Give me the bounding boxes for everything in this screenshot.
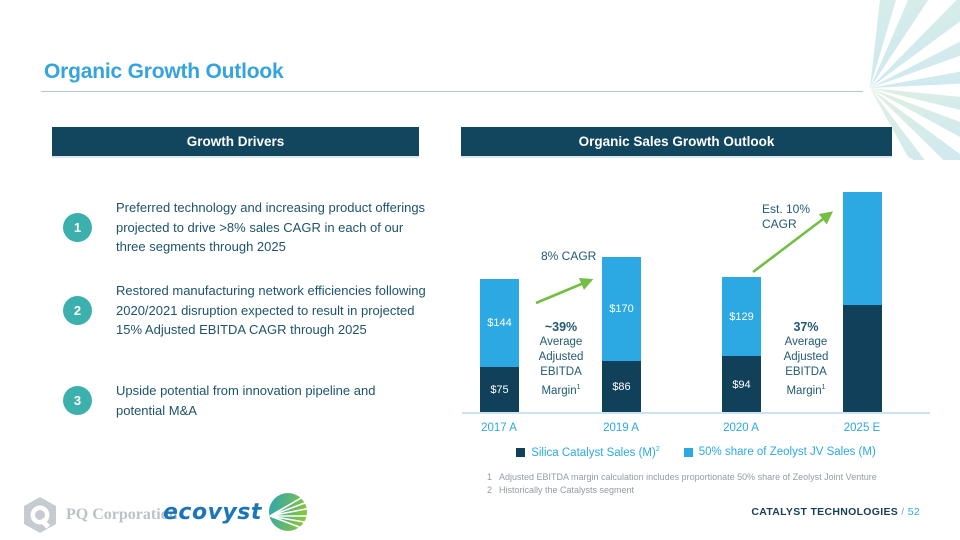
pq-corporation-logo: PQ Corporation: [22, 496, 178, 534]
number-badge-3: 3: [63, 386, 92, 415]
legend-item-zeolyst: 50% share of Zeolyst JV Sales (M): [683, 446, 876, 459]
bar-silica-2019A: [602, 361, 641, 413]
ecovyst-wordmark: ecovyst: [163, 499, 262, 525]
legend-swatch-silica: [516, 447, 526, 457]
margin-note-1-label: Average Adjusted EBITDA Margin1: [538, 336, 584, 397]
number-badge-2: 2: [63, 295, 92, 325]
fan-decoration: [870, 0, 960, 160]
bar-zeolyst-2019A: [602, 257, 641, 361]
bar-value-zeolyst-1: $170: [609, 303, 634, 315]
footnote-1: 1 Adjusted EBITDA margin calculation incl…: [487, 472, 877, 482]
bar-zeolyst-2020A: [722, 277, 761, 356]
growth-drivers-header: Growth Drivers: [52, 127, 419, 156]
bar-silica-2020A: [722, 356, 761, 413]
footer-page-number: 52: [907, 506, 920, 518]
bar-value-silica-0: $75: [490, 384, 509, 396]
bar-value-silica-1: $86: [612, 381, 631, 393]
legend-label-zeolyst: 50% share of Zeolyst JV Sales (M): [698, 446, 876, 459]
sales-outlook-header: Organic Sales Growth Outlook: [461, 127, 892, 156]
growth-driver-item-1: 1 Preferred technology and increasing pr…: [63, 198, 433, 257]
cagr-note-1: 8% CAGR: [541, 249, 597, 263]
bar-value-zeolyst-2: $129: [729, 310, 754, 323]
footer: CATALYST TECHNOLOGIES / 52: [751, 506, 920, 518]
bar-zeolyst-2025E: [843, 192, 882, 305]
ecovyst-globe-icon: [268, 493, 308, 531]
legend-swatch-zeolyst: [683, 447, 693, 457]
pq-hexagon-icon: [24, 497, 56, 533]
growth-driver-text-3: Upside potential from innovation pipelin…: [116, 383, 376, 418]
margin-note-2-label: Average Adjusted EBITDA Margin1: [783, 336, 829, 397]
cagr-arrow-1: [535, 278, 594, 305]
bar-value-silica-2: $94: [732, 378, 751, 391]
x-tick-2019: 2019 A: [603, 422, 639, 434]
cagr-note-2: Est. 10% CAGR: [762, 202, 811, 231]
growth-driver-item-3: 3 Upside potential from innovation pipel…: [63, 381, 433, 420]
growth-driver-item-2: 2 Restored manufacturing network efficie…: [63, 281, 433, 340]
bar-silica-2025E: [843, 305, 882, 413]
footer-divider: /: [901, 506, 905, 518]
bar-value-zeolyst-0: $144: [487, 317, 512, 329]
margin-note-1: ~39% Average Adjusted EBITDA Margin1: [530, 320, 592, 399]
chart-legend: Silica Catalyst Sales (M)2 50% share of …: [462, 446, 930, 459]
margin-note-2: 37% Average Adjusted EBITDA Margin1: [775, 320, 837, 399]
number-badge-1: 1: [63, 212, 92, 242]
margin-note-2-pct: 37%: [793, 320, 819, 334]
x-tick-2025: 2025 E: [843, 422, 881, 434]
x-tick-2017: 2017 A: [481, 422, 517, 434]
legend-label-silica: Silica Catalyst Sales (M)2: [531, 446, 660, 459]
x-axis-line: [462, 412, 930, 414]
bar-zeolyst-2017A: [480, 279, 519, 367]
footnote-2: 2 Historically the Catalysts segment: [487, 485, 635, 495]
growth-driver-text-1: Preferred technology and increasing prod…: [116, 200, 426, 254]
bar-silica-2017A: [480, 367, 519, 413]
page-title: Organic Growth Outlook: [44, 60, 284, 83]
footnotes: 1 Adjusted EBITDA margin calculation incl…: [487, 471, 877, 497]
x-tick-2020: 2020 A: [723, 422, 759, 434]
title-underline: [41, 91, 863, 92]
pq-corporation-wordmark: PQ Corporation: [66, 506, 178, 523]
margin-note-1-pct: ~39%: [544, 320, 578, 334]
growth-driver-text-2: Restored manufacturing network efficienc…: [116, 283, 426, 337]
ecovyst-logo: ecovyst: [163, 492, 308, 532]
footer-section-label: CATALYST TECHNOLOGIES: [751, 506, 899, 518]
legend-item-silica: Silica Catalyst Sales (M)2: [516, 446, 660, 459]
